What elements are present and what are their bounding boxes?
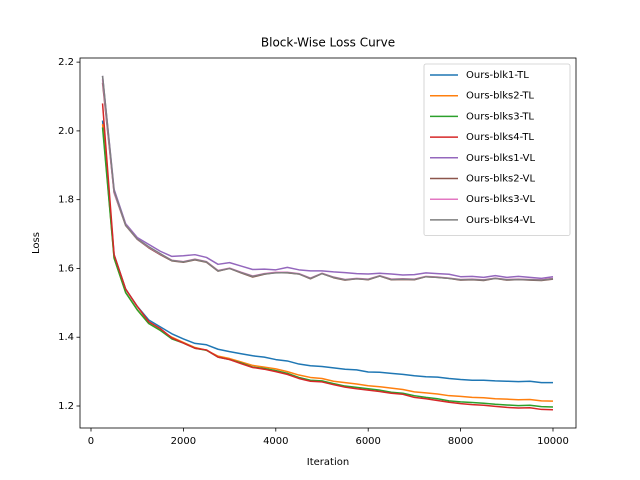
legend-label: Ours-blk1-TL	[466, 70, 529, 81]
legend-label: Ours-blks3-TL	[466, 111, 534, 122]
legend-label: Ours-blks2-VL	[466, 174, 535, 185]
legend-label: Ours-blks3-VL	[466, 194, 535, 205]
x-tick-label: 4000	[263, 436, 288, 447]
series-line	[101, 120, 553, 384]
y-tick-label: 2.0	[58, 126, 74, 137]
series-line	[101, 75, 554, 280]
x-axis-label: Iteration	[307, 457, 349, 468]
legend-label: Ours-blks2-TL	[466, 91, 534, 102]
y-tick-label: 1.6	[58, 263, 74, 274]
series-line	[101, 75, 554, 281]
x-tick-label: 0	[88, 436, 94, 447]
axes-frame	[79, 57, 577, 429]
y-tick-label: 1.4	[58, 332, 74, 343]
legend-label: Ours-blks4-TL	[466, 132, 534, 143]
legend: Ours-blk1-TL Ours-blks2-TL Ours-blks3-TL Ou…	[423, 63, 571, 237]
legend-label: Ours-blks1-VL	[466, 153, 535, 164]
y-axis-label: Loss	[31, 232, 42, 254]
x-tick-label: 8000	[448, 436, 473, 447]
legend-box	[423, 63, 571, 237]
legend-label: Ours-blks4-VL	[466, 215, 535, 226]
x-tick-label: 10000	[537, 436, 569, 447]
y-tick-label: 1.2	[58, 401, 74, 412]
x-tick-label: 2000	[171, 436, 196, 447]
chart-title: Block-Wise Loss Curve	[261, 36, 395, 50]
x-tick-label: 6000	[355, 436, 380, 447]
y-tick-label: 2.2	[58, 57, 74, 68]
series-line	[101, 103, 554, 411]
y-tick-label: 1.8	[58, 195, 74, 206]
